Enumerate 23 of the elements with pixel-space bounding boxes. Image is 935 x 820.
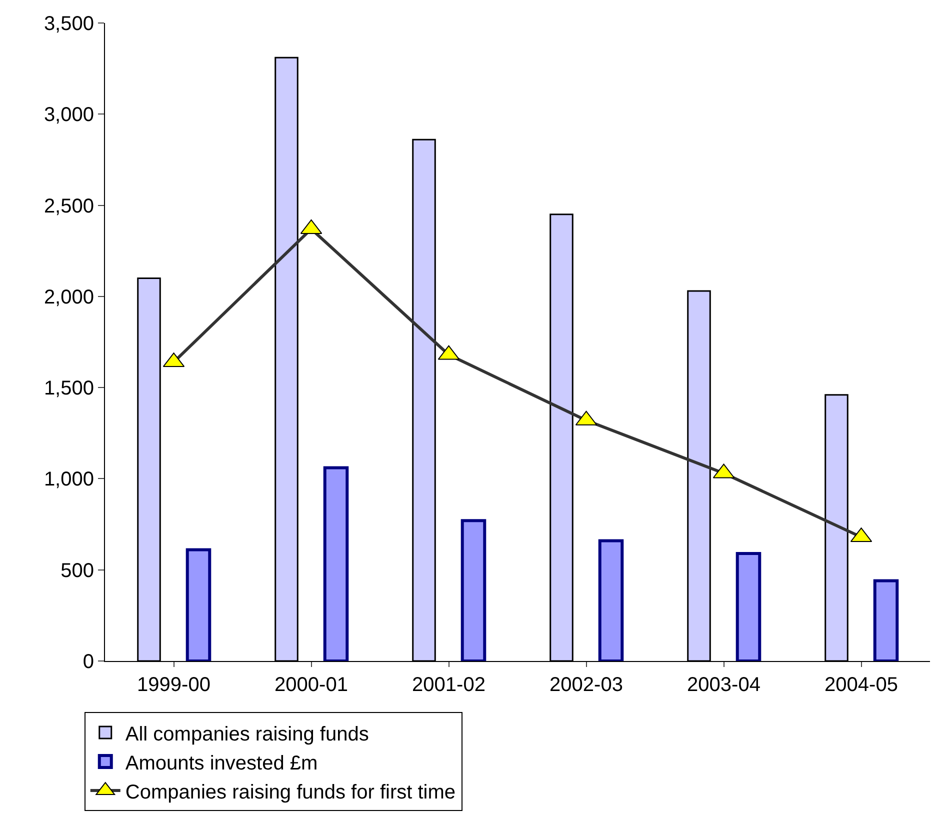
y-tick-label: 3,000: [44, 104, 94, 126]
x-tick-label: 2004-05: [824, 674, 898, 696]
y-tick-label: 1,000: [44, 468, 94, 491]
x-tick-label: 1999-00: [137, 674, 210, 696]
legend-label: Amounts invested £m: [125, 752, 318, 774]
bar: [873, 579, 899, 661]
y-tick-label: 2,000: [44, 286, 94, 308]
legend-label: All companies raising funds: [125, 723, 369, 746]
y-tick-label: 2,500: [44, 195, 94, 218]
y-tick-label: 0: [82, 651, 94, 673]
y-tick-label: 500: [60, 560, 94, 582]
x-tick-label: 2001-02: [412, 674, 486, 696]
bar: [598, 539, 624, 661]
x-tick-label: 2000-01: [274, 674, 348, 696]
bar: [736, 552, 762, 661]
bar: [323, 466, 349, 661]
bar: [186, 548, 212, 661]
y-tick-label: 3,500: [44, 13, 94, 35]
y-tick-label: 1,500: [44, 378, 94, 400]
bar: [460, 519, 486, 661]
legend-label: Companies raising funds for first time: [125, 781, 456, 804]
x-tick-label: 2002-03: [550, 674, 623, 696]
x-tick-label: 2003-04: [687, 674, 760, 696]
